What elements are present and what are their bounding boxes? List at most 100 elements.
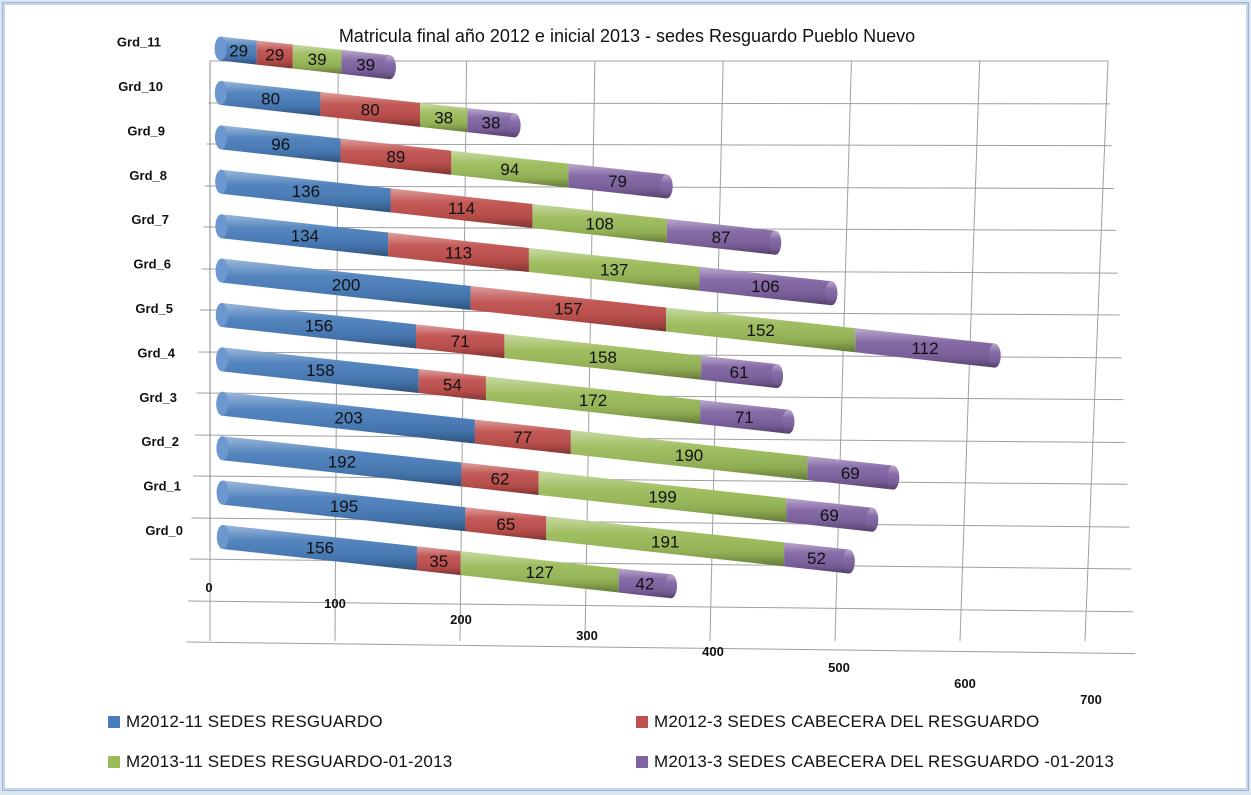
bar-shading <box>222 480 466 532</box>
bar-shading <box>256 40 293 69</box>
category-labels: Grd_0 Grd_1 Grd_2 Grd_3 Grd_4 Grd_5 Grd_6 Grd_7… <box>117 35 183 538</box>
data-label: 52 <box>807 549 826 568</box>
category-label: Grd_5 <box>135 301 173 316</box>
bar-shading <box>528 248 700 291</box>
category-label: Grd_0 <box>145 523 183 538</box>
bar-shading <box>666 218 776 255</box>
bar-end-cap-shading <box>825 281 838 306</box>
bar-shading <box>390 188 533 229</box>
data-label: 69 <box>820 506 839 525</box>
bar-shading <box>467 108 515 138</box>
legend-label: M2013-3 SEDES CABECERA DEL RESGUARDO -01… <box>654 752 1114 771</box>
data-label: 87 <box>712 228 731 247</box>
data-label: 80 <box>261 89 280 108</box>
bar-shading <box>220 81 321 116</box>
bar-start-cap <box>215 125 227 150</box>
bar-end-cap-shading <box>842 549 855 574</box>
x-tick-label: 300 <box>576 628 598 643</box>
legend-label: M2012-11 SEDES RESGUARDO <box>126 712 383 731</box>
data-label: 158 <box>589 348 617 367</box>
category-label: Grd_9 <box>127 123 165 138</box>
bar-shading <box>292 44 342 74</box>
data-label: 65 <box>496 515 515 534</box>
bar-shading <box>221 258 471 310</box>
bar-shading <box>340 138 452 175</box>
bar-shading <box>786 498 873 532</box>
x-tick-label: 500 <box>828 660 850 675</box>
data-label: 113 <box>445 243 472 262</box>
bar-shading <box>470 285 667 332</box>
bar-shading <box>220 36 257 65</box>
bar-start-cap <box>215 303 228 327</box>
data-label: 80 <box>361 100 380 119</box>
data-label: 89 <box>386 148 405 167</box>
legend-item-series-1: M2012-11 SEDES RESGUARDO <box>108 712 383 732</box>
bar-end-cap-shading <box>887 465 900 490</box>
data-label: 112 <box>911 339 938 358</box>
legend-item-series-4: M2013-3 SEDES CABECERA DEL RESGUARDO -01… <box>636 752 1114 772</box>
data-label: 61 <box>730 363 749 382</box>
category-label: Grd_3 <box>139 390 177 405</box>
data-label: 79 <box>608 172 627 191</box>
bar-shading <box>465 507 547 541</box>
bar-start-cap <box>216 347 228 372</box>
legend-label: M2012-3 SEDES CABECERA DEL RESGUARDO <box>654 712 1040 731</box>
legend-swatch <box>636 716 648 728</box>
bar-shading <box>222 347 419 394</box>
legend-swatch <box>108 716 120 728</box>
legend-item-series-3: M2013-11 SEDES RESGUARDO-01-2013 <box>108 752 452 772</box>
bar-shading <box>485 376 701 424</box>
bar-end-cap-shading <box>866 507 879 532</box>
bar-shading <box>388 232 529 273</box>
data-label: 152 <box>746 321 774 340</box>
bar-end-cap-shading <box>782 409 795 434</box>
bar-shading <box>221 303 417 349</box>
bar-start-cap <box>215 258 228 283</box>
data-label: 71 <box>735 408 754 427</box>
data-label: 94 <box>500 160 519 179</box>
gridline-horizontal <box>193 475 1128 485</box>
data-label: 203 <box>334 409 362 428</box>
bar-shading <box>855 328 995 368</box>
data-label: 106 <box>751 277 779 296</box>
bar-end-cap-shading <box>769 230 782 255</box>
data-label: 190 <box>675 446 703 465</box>
bar-shading <box>474 419 571 455</box>
data-label: 136 <box>292 182 320 201</box>
data-label: 200 <box>332 275 360 294</box>
bars: 29 29 39 39 80 80 38 38 96 89 94 79 136 114 108 87 134 11… <box>214 36 1001 599</box>
x-tick-label: 0 <box>205 580 212 595</box>
data-label: 192 <box>328 452 356 471</box>
bar-shading <box>417 546 461 576</box>
data-label: 42 <box>635 574 654 593</box>
legend-item-series-2: M2012-3 SEDES CABECERA DEL RESGUARDO <box>636 712 1039 732</box>
category-label: Grd_11 <box>117 35 161 50</box>
x-tick-label: 400 <box>702 644 724 659</box>
bar-shading <box>538 470 787 523</box>
data-label: 29 <box>229 42 248 61</box>
x-tick-label: 600 <box>954 676 976 691</box>
bar-start-cap <box>214 36 227 61</box>
bar-shading <box>701 355 778 389</box>
bar-start-cap <box>216 480 229 505</box>
category-label: Grd_10 <box>118 79 163 94</box>
legend-label: M2013-11 SEDES RESGUARDO-01-2013 <box>126 752 453 771</box>
x-tick-label: 100 <box>324 596 346 611</box>
bar-start-cap <box>215 214 228 239</box>
bar-shading <box>221 125 341 163</box>
data-label: 77 <box>513 428 532 447</box>
gridline-vertical <box>834 60 852 642</box>
data-label: 195 <box>330 497 358 516</box>
category-label: Grd_8 <box>129 168 167 183</box>
bar-shading <box>700 399 789 434</box>
bar-end-cap-shading <box>660 174 673 199</box>
data-label: 158 <box>306 361 334 380</box>
bar-start-cap <box>215 169 228 194</box>
bar-shading <box>222 391 475 444</box>
bar-shading <box>221 169 391 213</box>
data-label: 137 <box>600 260 628 279</box>
bar-shading <box>320 91 420 127</box>
data-label: 127 <box>525 563 553 582</box>
bar-shading <box>222 525 418 571</box>
